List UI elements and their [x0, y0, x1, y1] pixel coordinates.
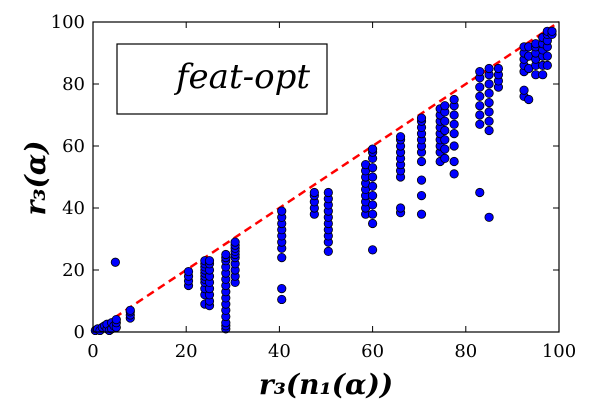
- data-point: [183, 266, 194, 277]
- data-point: [484, 79, 494, 89]
- data-point: [416, 113, 427, 123]
- data-point: [484, 125, 494, 136]
- y-tick-label: 40: [62, 198, 85, 219]
- data-point: [367, 218, 378, 229]
- data-point: [449, 119, 459, 129]
- data-point: [395, 203, 406, 213]
- data-point: [309, 187, 319, 198]
- data-point: [475, 82, 485, 92]
- data-point: [449, 169, 459, 179]
- x-tick-label: 100: [542, 341, 576, 362]
- data-point: [367, 191, 378, 201]
- data-point: [440, 101, 450, 111]
- data-point: [484, 107, 494, 117]
- reference-line-layer: [92, 20, 560, 334]
- y-tick-label: 0: [74, 322, 85, 343]
- data-point: [367, 163, 378, 173]
- legend-text: feat-opt: [173, 57, 310, 97]
- data-point: [440, 144, 450, 154]
- data-point: [440, 116, 450, 126]
- data-point: [484, 63, 494, 74]
- data-point: [449, 156, 459, 167]
- x-tick-label: 20: [175, 341, 198, 362]
- data-point: [277, 206, 287, 216]
- data-point: [230, 237, 240, 247]
- data-point: [110, 257, 120, 267]
- data-point: [323, 187, 333, 198]
- data-point: [484, 116, 494, 126]
- y-tick-label: 60: [62, 136, 85, 157]
- data-point: [416, 191, 427, 201]
- data-point: [542, 60, 552, 71]
- y-axis-label: r₃(α): [19, 140, 52, 215]
- data-point: [475, 119, 485, 129]
- data-point: [440, 135, 450, 145]
- data-point: [542, 51, 552, 61]
- y-tick-label: 20: [62, 260, 85, 281]
- data-point: [367, 172, 378, 182]
- data-point: [395, 132, 406, 142]
- plot-area-frame: [92, 21, 560, 333]
- data-point: [204, 256, 215, 266]
- axis-ticks-layer: 0 20 40 60 80 100 0 20 40 60 80 100: [51, 12, 577, 362]
- data-point: [538, 70, 548, 80]
- data-point: [367, 144, 378, 154]
- data-point: [416, 209, 427, 219]
- data-point: [449, 141, 459, 151]
- reference-line: [92, 20, 560, 334]
- data-point: [524, 94, 534, 105]
- data-point: [449, 129, 459, 139]
- data-point: [475, 91, 485, 102]
- data-point: [367, 200, 378, 210]
- data-point: [475, 67, 485, 77]
- data-point: [475, 187, 485, 198]
- data-point: [367, 209, 378, 219]
- data-point: [484, 212, 494, 222]
- data-point: [111, 314, 121, 325]
- x-tick-label: 80: [454, 341, 477, 362]
- x-tick-label: 40: [268, 341, 291, 362]
- data-point: [519, 85, 529, 95]
- data-point: [277, 253, 287, 263]
- x-tick-label: 60: [361, 341, 384, 362]
- data-point: [277, 283, 287, 294]
- x-tick-label: 0: [87, 341, 98, 362]
- data-point: [449, 94, 459, 105]
- data-point: [547, 26, 557, 36]
- data-point: [440, 125, 450, 136]
- data-point: [484, 88, 494, 98]
- data-point: [323, 246, 333, 256]
- legend-box: feat-opt: [116, 43, 328, 115]
- data-point: [440, 153, 450, 163]
- data-point: [475, 110, 485, 120]
- data-point: [367, 245, 378, 255]
- x-axis-label: r₃(n₁(α)): [259, 368, 393, 401]
- data-point: [475, 101, 485, 111]
- data-point: [449, 110, 459, 120]
- data-point: [416, 156, 427, 167]
- data-point: [416, 175, 427, 185]
- data-point: [484, 98, 494, 108]
- data-point: [221, 249, 231, 260]
- data-point: [367, 181, 378, 191]
- y-tick-label: 100: [51, 12, 85, 33]
- data-point: [493, 63, 504, 74]
- data-point: [277, 294, 287, 305]
- y-tick-label: 80: [62, 74, 85, 95]
- data-point: [125, 305, 135, 315]
